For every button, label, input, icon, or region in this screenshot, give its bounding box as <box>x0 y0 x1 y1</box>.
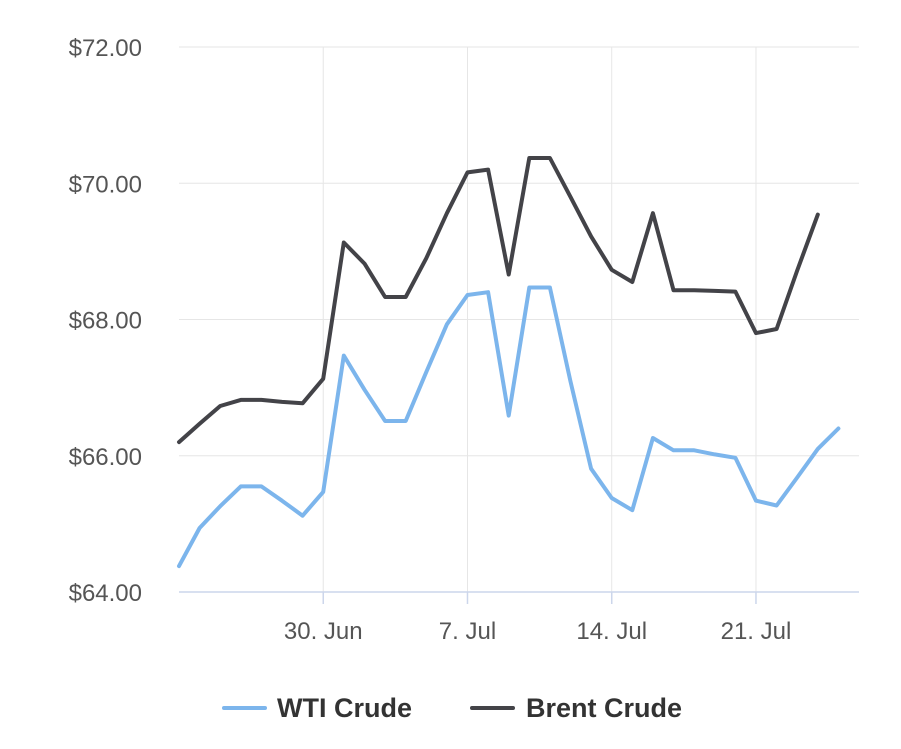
brent-crude-data-point[interactable] <box>792 266 802 276</box>
brent-crude-data-point[interactable] <box>648 208 658 218</box>
x-tick-label: 7. Jul <box>439 618 496 645</box>
brent-crude-data-point[interactable] <box>751 328 761 338</box>
brent-crude-data-point[interactable] <box>174 437 184 447</box>
wti-crude-data-point[interactable] <box>483 287 493 297</box>
wti-crude-data-point[interactable] <box>215 501 225 511</box>
wti-crude-data-point[interactable] <box>813 444 823 454</box>
wti-crude-data-point[interactable] <box>256 481 266 491</box>
brent-crude-data-point[interactable] <box>710 286 720 296</box>
brent-crude-data-point[interactable] <box>627 277 637 287</box>
brent-crude-data-point[interactable] <box>236 395 246 405</box>
legend-label: WTI Crude <box>277 693 412 723</box>
x-tick-label: 30. Jun <box>284 618 363 645</box>
wti-crude-data-point[interactable] <box>545 283 555 293</box>
brent-crude-data-point[interactable] <box>607 265 617 275</box>
wti-crude-data-point[interactable] <box>710 449 720 459</box>
brent-crude-data-point[interactable] <box>524 153 534 163</box>
brent-crude-data-point[interactable] <box>195 419 205 429</box>
grid-lines <box>179 46 859 592</box>
brent-crude-data-point[interactable] <box>318 374 328 384</box>
brent-crude-data-point[interactable] <box>566 192 576 202</box>
wti-crude-data-point[interactable] <box>648 433 658 443</box>
wti-crude-data-point[interactable] <box>401 416 411 426</box>
wti-crude-data-point[interactable] <box>566 377 576 387</box>
brent-crude-data-point[interactable] <box>772 324 782 334</box>
y-tick-label: $68.00 <box>69 308 142 335</box>
wti-crude-series-line[interactable] <box>177 285 841 569</box>
wti-crude-data-point[interactable] <box>751 496 761 506</box>
wti-crude-data-point[interactable] <box>195 523 205 533</box>
axes: $64.00 $66.00 $68.00 $70.00 $72.00 30. Jun 7. … <box>69 35 859 645</box>
brent-crude-data-point[interactable] <box>463 167 473 177</box>
wti-crude-data-point[interactable] <box>689 445 699 455</box>
y-tick-label: $70.00 <box>69 171 142 198</box>
wti-crude-data-point[interactable] <box>627 505 637 515</box>
brent-crude-data-point[interactable] <box>380 292 390 302</box>
x-tick-label: 21. Jul <box>721 618 792 645</box>
brent-crude-data-point[interactable] <box>215 401 225 411</box>
brent-crude-data-point[interactable] <box>298 398 308 408</box>
legend-item-wti-crude[interactable]: WTI Crude <box>222 693 412 723</box>
wti-crude-data-point[interactable] <box>504 411 514 421</box>
y-tick-label: $72.00 <box>69 35 142 62</box>
wti-crude-data-point[interactable] <box>236 481 246 491</box>
legend-label: Brent Crude <box>526 693 682 723</box>
y-tick-label: $64.00 <box>69 580 142 607</box>
wti-crude-data-point[interactable] <box>833 424 843 434</box>
wti-crude-data-point[interactable] <box>669 445 679 455</box>
wti-crude-data-point[interactable] <box>277 496 287 506</box>
wti-crude-data-point[interactable] <box>463 290 473 300</box>
wti-crude-data-point[interactable] <box>318 487 328 497</box>
brent-crude-data-point[interactable] <box>339 238 349 248</box>
wti-crude-data-point[interactable] <box>772 501 782 511</box>
brent-crude-data-point[interactable] <box>730 287 740 297</box>
wti-crude-data-point[interactable] <box>792 473 802 483</box>
brent-crude-data-point[interactable] <box>277 397 287 407</box>
brent-crude-data-point[interactable] <box>401 292 411 302</box>
wti-crude-data-point[interactable] <box>442 319 452 329</box>
wti-crude-data-point[interactable] <box>586 464 596 474</box>
legend[interactable]: WTI Crude Brent Crude <box>222 693 682 723</box>
brent-crude-data-point[interactable] <box>545 153 555 163</box>
legend-item-brent-crude[interactable]: Brent Crude <box>470 693 682 723</box>
brent-crude-data-point[interactable] <box>483 165 493 175</box>
brent-crude-data-point[interactable] <box>813 210 823 220</box>
wti-crude-data-point[interactable] <box>524 283 534 293</box>
brent-crude-data-point[interactable] <box>586 231 596 241</box>
brent-crude-data-point[interactable] <box>360 259 370 269</box>
brent-crude-data-point[interactable] <box>421 253 431 263</box>
wti-crude-data-point[interactable] <box>339 351 349 361</box>
brent-crude-data-point[interactable] <box>669 285 679 295</box>
brent-crude-data-point[interactable] <box>256 395 266 405</box>
wti-crude-data-point[interactable] <box>421 367 431 377</box>
brent-crude-series-line[interactable] <box>177 156 820 445</box>
brent-crude-data-point[interactable] <box>442 208 452 218</box>
x-tick-label: 14. Jul <box>576 618 647 645</box>
wti-crude-data-point[interactable] <box>607 493 617 503</box>
wti-crude-data-point[interactable] <box>360 385 370 395</box>
wti-crude-data-point[interactable] <box>380 416 390 426</box>
brent-crude-data-point[interactable] <box>689 285 699 295</box>
series-lines <box>174 153 843 571</box>
wti-crude-data-point[interactable] <box>174 561 184 571</box>
brent-crude-data-point[interactable] <box>504 270 514 280</box>
wti-crude-data-point[interactable] <box>730 453 740 463</box>
y-tick-label: $66.00 <box>69 444 142 471</box>
wti-crude-data-point[interactable] <box>298 511 308 521</box>
